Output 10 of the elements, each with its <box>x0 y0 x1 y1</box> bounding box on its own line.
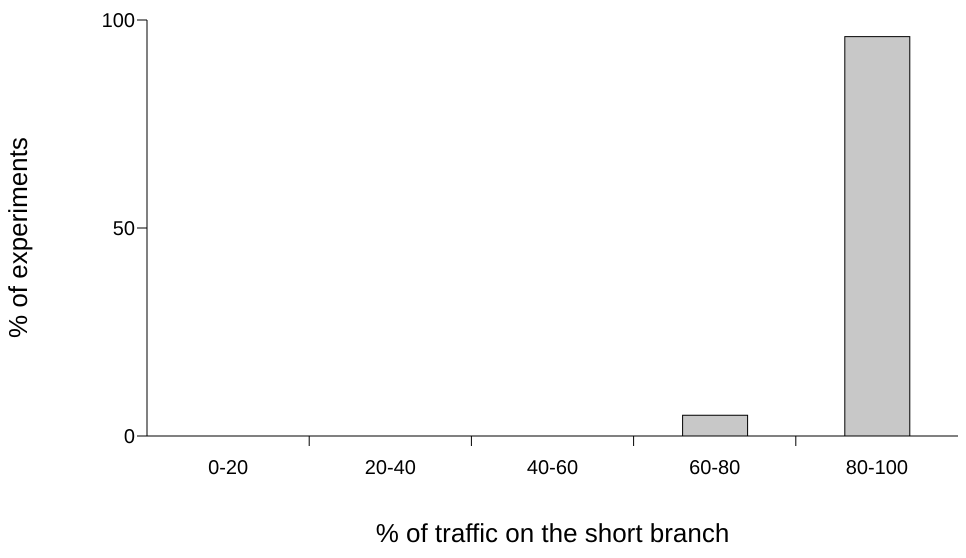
x-tick-label: 40-60 <box>526 457 578 479</box>
x-tick-label: 80-100 <box>846 457 908 479</box>
y-axis-title: % of experiments <box>3 137 34 338</box>
y-tick-label: 50 <box>112 218 135 240</box>
x-tick-label: 0-20 <box>208 457 248 479</box>
x-tick-label: 60-80 <box>689 457 740 479</box>
x-axis-title: % of traffic on the short branch <box>376 518 730 548</box>
y-tick-label: 0 <box>124 426 135 448</box>
y-tick-label: 100 <box>102 10 135 32</box>
x-tick-label: 20-40 <box>364 457 416 479</box>
